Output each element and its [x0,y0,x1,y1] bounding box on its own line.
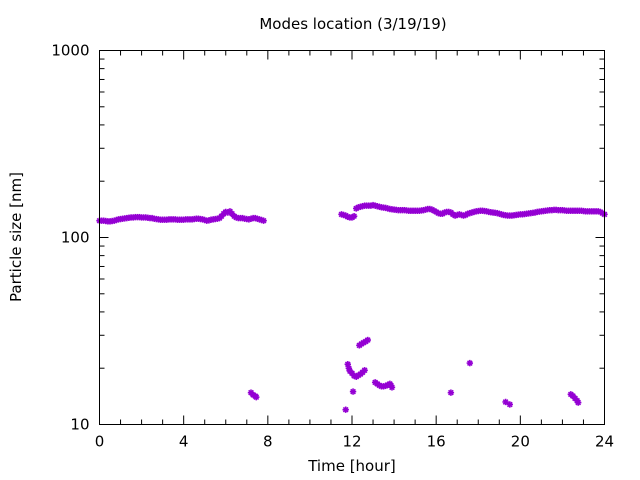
x-tick-label: 4 [179,433,189,451]
x-tick-label: 20 [511,433,530,451]
y-tick-label: 10 [70,416,89,434]
data-point [349,388,357,395]
data-point [260,217,267,224]
x-tick-label: 16 [427,433,446,451]
y-tick-label: 100 [61,229,90,247]
data-point [342,406,349,413]
data-points [96,201,608,413]
data-point [364,336,371,344]
data-point [447,389,455,396]
y-tick-label: 1000 [51,42,89,60]
x-axis-label: Time [hour] [307,457,396,475]
data-point [388,384,396,391]
data-point [575,399,582,406]
x-tick-label: 24 [595,433,614,451]
y-axis-label: Particle size [nm] [7,172,25,302]
data-point [350,212,358,220]
plot-frame [99,50,605,425]
axis-ticks: 0 4 8 12 16 20 24 10 100 1000 [51,42,614,451]
x-tick-label: 12 [342,433,361,451]
data-point [361,367,368,374]
chart-title: Modes location (3/19/19) [259,15,446,33]
data-point [466,359,474,367]
x-tick-label: 0 [95,433,105,451]
data-point [253,393,260,401]
data-point [506,401,514,408]
x-tick-label: 8 [263,433,273,451]
